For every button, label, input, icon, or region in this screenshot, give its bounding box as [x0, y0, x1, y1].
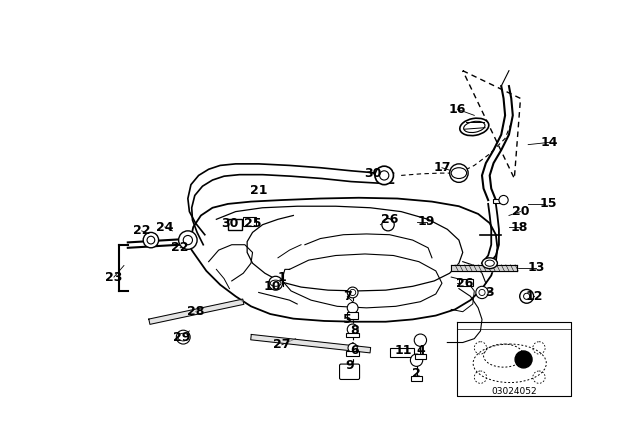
Circle shape	[375, 166, 394, 185]
Text: 22: 22	[172, 241, 189, 254]
Text: 20: 20	[512, 205, 529, 218]
Text: 28: 28	[187, 305, 204, 318]
Ellipse shape	[482, 258, 497, 269]
Circle shape	[348, 343, 357, 353]
Text: 12: 12	[525, 290, 543, 303]
Text: 13: 13	[527, 261, 545, 274]
Text: 8: 8	[351, 324, 359, 337]
Text: 23: 23	[105, 271, 123, 284]
Text: 6: 6	[351, 344, 359, 357]
Circle shape	[410, 354, 422, 366]
Text: 18: 18	[510, 220, 527, 233]
Text: 24: 24	[156, 220, 173, 233]
Bar	[348, 313, 358, 319]
Circle shape	[179, 231, 197, 250]
Text: 26: 26	[456, 277, 474, 290]
Text: 5: 5	[343, 313, 351, 326]
Text: 27: 27	[273, 338, 291, 351]
Circle shape	[382, 219, 394, 231]
Circle shape	[414, 334, 427, 346]
Text: 03024052: 03024052	[492, 387, 537, 396]
Text: 25: 25	[244, 217, 261, 230]
Circle shape	[450, 164, 468, 182]
Bar	[459, 279, 473, 286]
Circle shape	[143, 233, 159, 248]
Text: 17: 17	[433, 161, 451, 174]
Text: 7: 7	[343, 290, 351, 303]
Bar	[415, 354, 426, 359]
Text: 30: 30	[221, 217, 238, 230]
Circle shape	[499, 195, 508, 205]
Text: 19: 19	[418, 215, 435, 228]
Text: 3: 3	[485, 286, 494, 299]
Circle shape	[515, 351, 532, 368]
Bar	[411, 375, 422, 381]
Bar	[390, 348, 414, 357]
Circle shape	[348, 302, 358, 313]
Text: 14: 14	[541, 136, 559, 149]
Text: 10: 10	[264, 280, 282, 293]
FancyBboxPatch shape	[228, 220, 242, 230]
Bar	[346, 351, 359, 356]
Text: 15: 15	[540, 198, 557, 211]
Ellipse shape	[460, 118, 489, 136]
Text: 9: 9	[345, 359, 354, 372]
Bar	[493, 198, 500, 203]
Circle shape	[520, 289, 534, 303]
Text: 16: 16	[449, 103, 466, 116]
Text: 11: 11	[395, 344, 412, 357]
Polygon shape	[251, 335, 371, 353]
Circle shape	[269, 276, 283, 290]
Text: 26: 26	[381, 213, 398, 226]
Text: 2: 2	[412, 367, 421, 380]
Bar	[346, 332, 359, 337]
Text: 4: 4	[416, 344, 425, 357]
Circle shape	[476, 286, 488, 299]
Text: 1: 1	[277, 271, 286, 284]
Text: 30: 30	[364, 167, 381, 180]
Text: 29: 29	[173, 331, 190, 344]
Circle shape	[348, 324, 358, 335]
FancyBboxPatch shape	[243, 217, 255, 226]
Text: 22: 22	[133, 224, 150, 237]
Circle shape	[348, 287, 358, 298]
FancyBboxPatch shape	[340, 364, 360, 379]
Polygon shape	[148, 299, 244, 324]
Text: 21: 21	[250, 184, 268, 197]
Circle shape	[176, 330, 190, 344]
